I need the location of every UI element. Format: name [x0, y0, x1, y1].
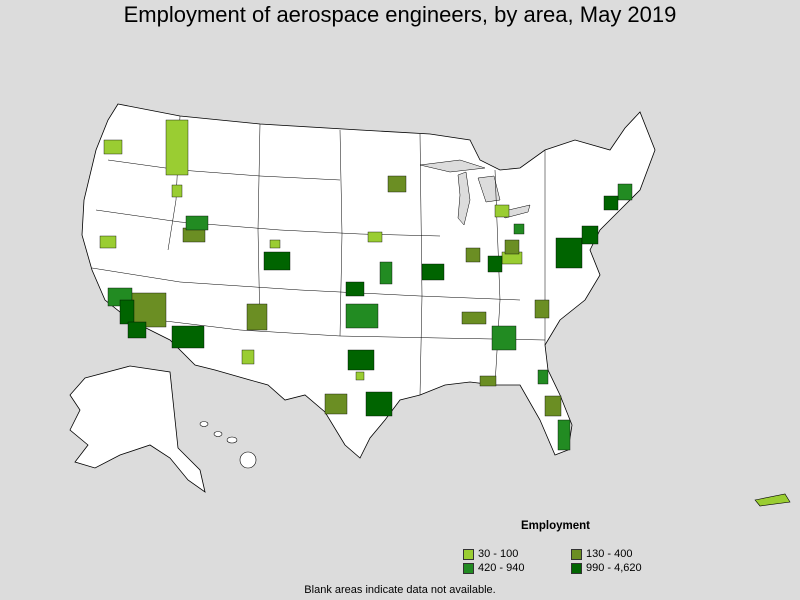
- legend-label: 990 - 4,620: [586, 562, 642, 574]
- legend-swatch: [571, 562, 582, 574]
- puerto-rico: [754, 493, 791, 507]
- legend-label: 130 - 400: [586, 548, 633, 560]
- legend-item-130-400: 130 - 400: [571, 548, 632, 560]
- lake-huron: [477, 175, 501, 203]
- legend-swatch: [463, 562, 474, 574]
- legend-item-30-100: 30 - 100: [463, 548, 518, 560]
- employment-areas: [99, 119, 633, 451]
- lake-michigan: [457, 171, 471, 226]
- hawaii: [199, 421, 257, 469]
- legend-swatch: [571, 548, 582, 560]
- map-title: Employment of aerospace engineers, by ar…: [123, 2, 677, 27]
- legend-item-990-4620: 990 - 4,620: [571, 562, 642, 574]
- legend-swatch: [463, 548, 474, 560]
- legend-item-420-940: 420 - 940: [463, 562, 524, 574]
- legend-label: 420 - 940: [478, 562, 525, 574]
- lake-superior: [419, 159, 486, 173]
- alaska: [69, 365, 206, 493]
- footnote: Blank areas indicate data not available.: [304, 584, 496, 596]
- legend-title: Employment: [521, 520, 591, 532]
- legend-label: 30 - 100: [478, 548, 519, 560]
